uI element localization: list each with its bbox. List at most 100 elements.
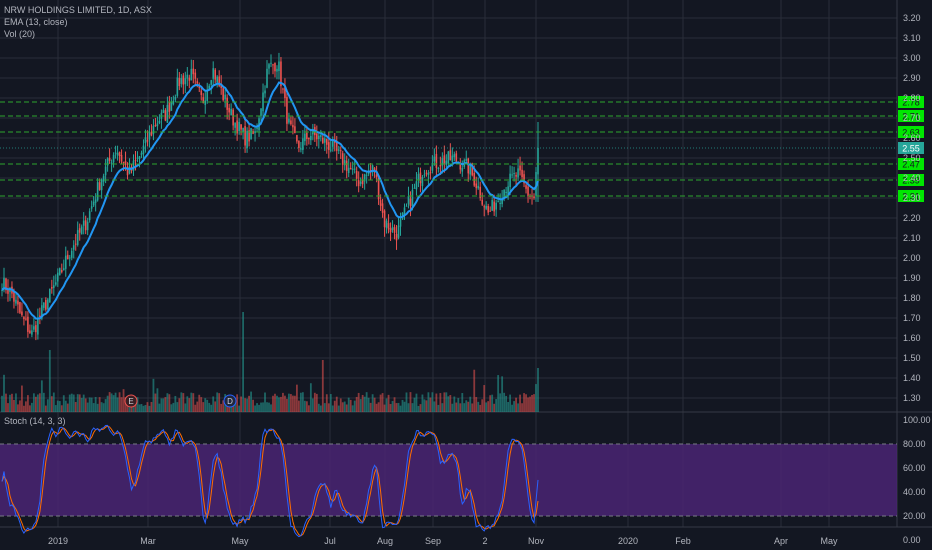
candle-body (144, 137, 147, 144)
stoch-tick-label: 0.00 (903, 535, 921, 545)
candle-body (375, 174, 378, 177)
volume-bar (134, 399, 137, 412)
volume-bar (417, 405, 420, 412)
volume-bar (523, 393, 525, 412)
volume-bar (479, 404, 482, 412)
volume-bar (459, 403, 462, 412)
price-tick-label: 3.10 (903, 33, 921, 43)
volume-bar (519, 394, 521, 412)
candle-body (294, 126, 296, 134)
volume-bar (98, 397, 101, 412)
candle-body (519, 165, 521, 171)
candle-body (525, 185, 527, 189)
candle-body (53, 285, 55, 288)
candle-body (274, 63, 276, 72)
volume-bar (493, 403, 496, 412)
price-tick-label: 3.00 (903, 53, 921, 63)
volume-bar (146, 402, 149, 412)
candle-body (33, 326, 35, 330)
volume-bar (270, 404, 272, 412)
volume-bar (321, 360, 324, 412)
event-marker-circle (124, 394, 138, 408)
candle-body (272, 64, 274, 66)
candle-body (304, 133, 306, 142)
volume-bar (104, 399, 107, 412)
candle-body (76, 230, 79, 245)
volume-bar (188, 398, 191, 412)
candle-body (204, 100, 207, 105)
candle-body (347, 167, 350, 174)
volume-bar (50, 396, 53, 412)
candle-body (176, 77, 179, 96)
volume-bar (52, 392, 55, 412)
price-axis[interactable]: 3.20 3.10 3.00 2.90 2.80 2.70 2.60 2.50 2.40 2.30… (903, 13, 921, 403)
candle-body (489, 210, 491, 212)
volume-bar (367, 397, 370, 412)
candle-body (276, 68, 278, 72)
symbol-title[interactable]: NRW HOLDINGS LIMITED, 1D, ASX (4, 5, 152, 15)
candle-body (98, 182, 101, 190)
candle-body (527, 186, 529, 197)
volume-bar (325, 394, 328, 412)
candle-body (190, 68, 193, 81)
candle-body (60, 269, 63, 273)
stoch-legend[interactable]: Stoch (14, 3, 3) (4, 416, 66, 426)
candle-body (419, 172, 422, 184)
volume-bar (529, 396, 531, 412)
volume-bar (194, 404, 197, 412)
volume-bar (170, 404, 173, 412)
price-tick-label: 1.80 (903, 293, 921, 303)
candle-body (164, 110, 167, 121)
time-axis[interactable]: 2019 Mar May Jul Aug Sep 2 Nov 2020 Feb Apr May (48, 536, 838, 546)
volume-bar (58, 401, 61, 412)
candle-body (250, 128, 252, 140)
volume-bar (108, 392, 111, 412)
volume-bar (248, 395, 250, 412)
candle-body (246, 130, 248, 149)
volume-legend[interactable]: Vol (20) (4, 29, 36, 39)
volume-bar (349, 399, 352, 412)
level-label: 2.63 (902, 128, 920, 138)
candle-body (475, 183, 478, 189)
volume-bar (184, 403, 187, 412)
candle-body (188, 77, 191, 81)
volume-bar (280, 396, 282, 412)
last-price-label-bg (898, 142, 924, 154)
volume-bar (319, 405, 322, 412)
candle-body (316, 133, 318, 140)
candle-body (499, 202, 501, 204)
candle-body (469, 164, 472, 175)
time-tick-label: 2 (482, 536, 487, 546)
candle-body (186, 74, 189, 79)
candle-body (513, 173, 515, 175)
candle-body (156, 123, 159, 127)
volume-bar (415, 393, 418, 412)
candle-body (218, 76, 220, 86)
price-tick-label: 1.70 (903, 313, 921, 323)
volume-bar (25, 401, 27, 412)
candle-body (100, 179, 103, 191)
level-label-bg (898, 126, 924, 138)
candle-body (80, 226, 83, 235)
candle-body (353, 168, 356, 170)
candle-body (82, 220, 85, 226)
volume-bar (186, 396, 189, 412)
volume-bar (413, 397, 416, 412)
candle-body (451, 155, 454, 163)
candle-body (58, 268, 61, 275)
volume-bar (297, 400, 300, 412)
horizontal-levels[interactable]: 2.78 2.71 2.63 2.47 2.39 2.31 2.55 (0, 96, 924, 202)
candle-body (194, 72, 197, 79)
volume-bar (156, 388, 159, 412)
candle-body (47, 299, 49, 310)
volume-bar (284, 395, 286, 412)
volume-bar (60, 405, 63, 412)
stoch-axis[interactable]: 100.00 80.00 60.00 40.00 20.00 0.00 (903, 415, 931, 545)
volume-bar (36, 394, 39, 412)
stoch-k-path (1, 424, 539, 538)
volume-bar (80, 397, 83, 412)
volume-bar (405, 392, 408, 412)
ema-legend[interactable]: EMA (13, close) (4, 17, 68, 27)
